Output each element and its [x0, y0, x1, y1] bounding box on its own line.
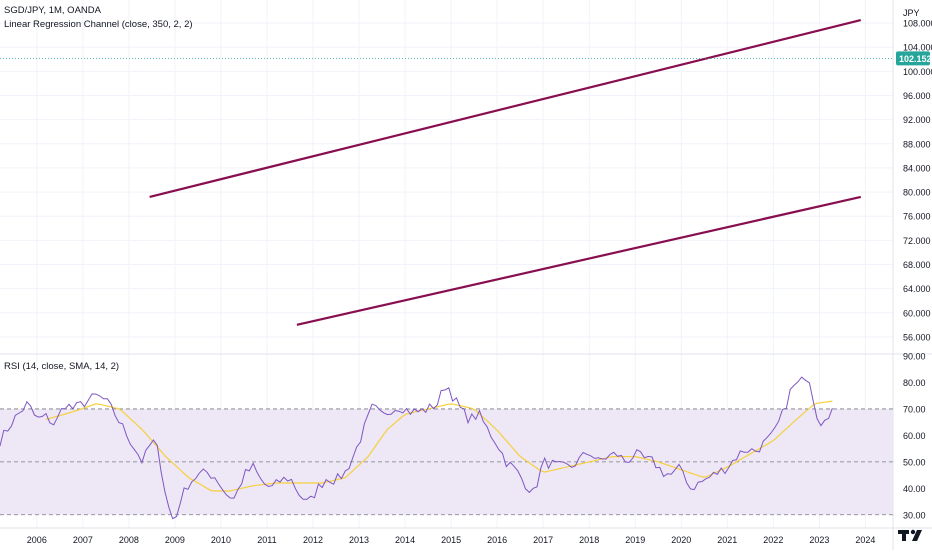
rsi-axis-label: 40.00: [903, 484, 926, 494]
time-axis-label: 2009: [165, 535, 185, 545]
price-axis-label: 76.000: [903, 212, 931, 222]
price-axis-label: 84.000: [903, 163, 931, 173]
price-axis-label: 104.000: [903, 43, 932, 53]
time-axis-label: 2023: [809, 535, 829, 545]
time-axis-label: 2007: [73, 535, 93, 545]
price-axis-label: 96.000: [903, 91, 931, 101]
price-axis-label: 92.000: [903, 115, 931, 125]
time-axis-label: 2021: [717, 535, 737, 545]
rsi-ma-line: [45, 400, 833, 492]
rsi-legend[interactable]: RSI (14, close, SMA, 14, 2): [4, 361, 120, 372]
rsi-axis-label: 30.00: [903, 510, 926, 520]
currency-label: JPY: [903, 8, 920, 18]
regression-channel-lower: [296, 195, 862, 326]
tradingview-logo-icon[interactable]: [898, 528, 926, 542]
time-axis-label: 2016: [487, 535, 507, 545]
time-axis-label: 2008: [119, 535, 139, 545]
symbol-legend[interactable]: SGD/JPY, 1M, OANDA: [4, 5, 101, 16]
time-axis-label: 2020: [671, 535, 691, 545]
time-axis-label: 2018: [579, 535, 599, 545]
rsi-axis-label: 60.00: [903, 431, 926, 441]
rsi-line: [0, 376, 833, 520]
regression-channel-upper: [149, 19, 862, 198]
price-axis-label: 64.000: [903, 284, 931, 294]
rsi-axis-label: 80.00: [903, 378, 926, 388]
time-axis-label: 2013: [349, 535, 369, 545]
time-axis-label: 2015: [441, 535, 461, 545]
last-price-tag-label: 102.152: [899, 54, 932, 64]
time-axis-label: 2019: [625, 535, 645, 545]
indicator-legend[interactable]: Linear Regression Channel (close, 350, 2…: [4, 19, 193, 30]
time-axis-label: 2022: [763, 535, 783, 545]
time-axis-label: 2010: [211, 535, 231, 545]
price-axis-label: 80.000: [903, 188, 931, 198]
rsi-axis-label: 70.00: [903, 404, 926, 414]
price-axis-label: 72.000: [903, 236, 931, 246]
time-axis-label: 2011: [257, 535, 276, 545]
price-axis-label: 100.000: [903, 67, 932, 77]
price-axis-label: 56.000: [903, 332, 931, 342]
price-axis-label: 68.000: [903, 260, 931, 270]
time-axis-label: 2024: [855, 535, 875, 545]
rsi-axis-label: 90.00: [903, 352, 926, 362]
time-axis-label: 2017: [533, 535, 553, 545]
time-axis-label: 2006: [27, 535, 47, 545]
rsi-axis-label: 50.00: [903, 457, 926, 467]
price-axis-label: 88.000: [903, 139, 931, 149]
time-axis-label: 2012: [303, 535, 323, 545]
price-axis-label: 60.000: [903, 308, 931, 318]
price-axis-label: 108.000: [903, 19, 932, 29]
last-price-tag: [896, 51, 930, 66]
time-axis-label: 2014: [395, 535, 415, 545]
